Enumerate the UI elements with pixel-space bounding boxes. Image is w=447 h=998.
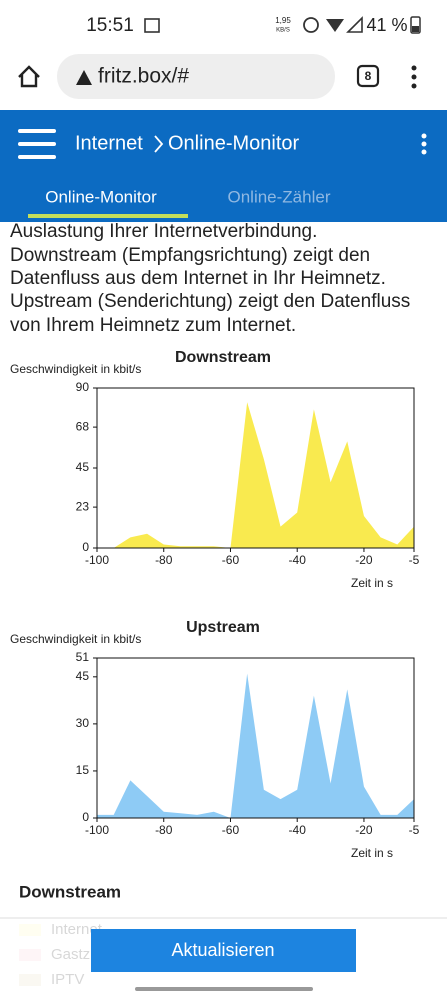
url-bar[interactable] xyxy=(57,54,335,99)
section-heading: Downstream xyxy=(19,882,121,901)
x-tick-label: -80 xyxy=(155,553,173,567)
plot-frame xyxy=(96,657,415,819)
net-speed-unit: KB/S xyxy=(276,28,290,34)
tab-inactive[interactable]: Online-Zähler xyxy=(228,187,331,206)
y-tick-label: 30 xyxy=(76,716,90,730)
status-bar xyxy=(0,0,447,50)
y-tick-label: 51 xyxy=(76,650,90,664)
x-tick-label: -20 xyxy=(355,823,373,837)
y-tick-label: 0 xyxy=(82,540,89,554)
calendar-icon xyxy=(144,18,160,33)
url: fritz.box/# xyxy=(98,65,189,88)
y-tick-label: 15 xyxy=(76,763,90,777)
y-tick-label: 23 xyxy=(76,499,90,513)
x-tick-label: -20 xyxy=(355,553,373,567)
chart-title: Downstream xyxy=(175,349,271,366)
breadcrumb-chevron xyxy=(154,135,164,153)
breadcrumb-section[interactable]: Internet xyxy=(75,132,143,154)
x-tick-label: -80 xyxy=(155,823,173,837)
x-tick-label: -60 xyxy=(222,553,240,567)
y-tick-label: 68 xyxy=(76,419,90,433)
home-button[interactable] xyxy=(18,65,40,88)
alarm-icon xyxy=(303,17,319,33)
tab-indicator xyxy=(28,214,188,218)
battery-icon xyxy=(410,16,421,34)
content: Auslastung Ihrer Internetverbindung. Dow… xyxy=(10,221,410,901)
x-tick-label: -100 xyxy=(85,553,109,567)
tab-active[interactable]: Online-Monitor xyxy=(45,187,157,206)
y-tick-label: 45 xyxy=(76,460,90,474)
chart: Downstream Geschwindigkeit in kbit/s Zeit … xyxy=(10,349,420,590)
x-axis-label: Zeit in s xyxy=(351,576,393,590)
y-axis-label: Geschwindigkeit in kbit/s xyxy=(10,632,141,646)
net-speed: 1,95 xyxy=(275,16,291,25)
tab-switcher[interactable] xyxy=(356,64,380,88)
battery-level xyxy=(412,26,419,32)
area xyxy=(97,673,414,818)
x-tick-label: -40 xyxy=(289,823,307,837)
warning-icon xyxy=(76,70,92,85)
intro-line: Auslastung Ihrer Internetverbindung. xyxy=(10,221,317,242)
x-tick-label: -5 xyxy=(409,823,420,837)
wifi-icon xyxy=(326,19,344,32)
gesture-bar xyxy=(135,987,313,991)
clock: 15:51 xyxy=(86,15,134,36)
battery-text: 41 % xyxy=(366,15,407,35)
chart: Upstream Geschwindigkeit in kbit/s Zeit in… xyxy=(10,619,420,860)
intro-line: Downstream (Empfangsrichtung) zeigt den xyxy=(10,245,370,266)
breadcrumb-page: Online-Monitor xyxy=(168,132,300,154)
tab-count: 8 xyxy=(365,69,372,83)
y-tick-label: 45 xyxy=(76,669,90,683)
x-tick-label: -60 xyxy=(222,823,240,837)
y-tick-label: 0 xyxy=(82,810,89,824)
charts: Downstream Geschwindigkeit in kbit/s Zeit … xyxy=(10,349,420,860)
signal-icon xyxy=(346,16,363,33)
refresh-button[interactable] xyxy=(91,929,356,972)
chart-title: Upstream xyxy=(186,619,260,636)
y-axis-label: Geschwindigkeit in kbit/s xyxy=(10,362,141,376)
intro-line: Upstream (Senderichtung) zeigt den Daten… xyxy=(10,291,410,312)
y-tick-label: 90 xyxy=(76,380,90,394)
hamburger-menu[interactable] xyxy=(18,129,56,159)
x-tick-label: -40 xyxy=(289,553,307,567)
header-menu[interactable] xyxy=(421,133,427,155)
intro-line: von Ihrem Heimnetz zum Internet. xyxy=(10,315,296,336)
x-axis-label: Zeit in s xyxy=(351,846,393,860)
intro-line: Datenfluss aus dem Internet in Ihr Heimn… xyxy=(10,268,386,289)
refresh-button-label: Aktualisieren xyxy=(171,940,274,960)
area xyxy=(97,402,414,548)
x-tick-label: -100 xyxy=(85,823,109,837)
x-tick-label: -5 xyxy=(409,553,420,567)
app-header xyxy=(0,110,447,222)
browser-menu[interactable] xyxy=(411,65,417,89)
